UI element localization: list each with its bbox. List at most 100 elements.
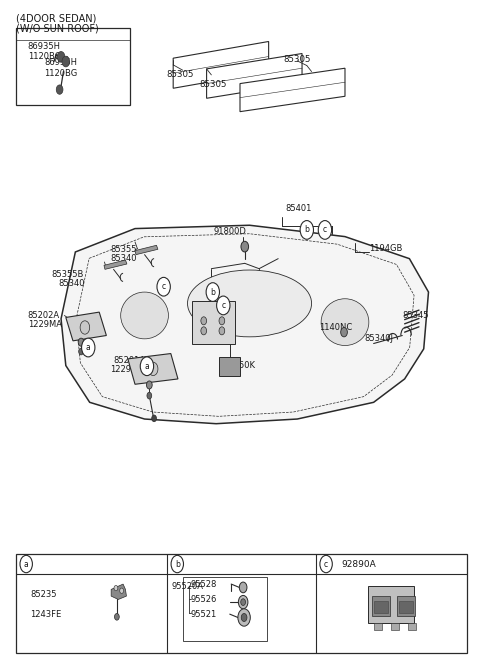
Bar [192,301,235,344]
Text: c: c [323,225,327,234]
Polygon shape [173,42,269,89]
Bar [374,623,382,629]
Text: 95520A: 95520A [171,582,204,590]
Polygon shape [66,312,107,341]
Text: c: c [162,282,166,291]
Bar [368,586,414,623]
Text: 95526: 95526 [191,595,217,604]
Text: c: c [324,560,328,568]
Circle shape [300,221,313,240]
Bar [391,623,399,629]
Text: 1120BG: 1120BG [28,52,61,60]
Text: 85340: 85340 [110,254,137,263]
Polygon shape [135,246,158,255]
Circle shape [241,613,247,621]
Text: a: a [144,362,149,371]
Text: 85401: 85401 [285,204,312,213]
Bar [372,596,390,616]
Text: 1243FE: 1243FE [30,610,61,619]
Circle shape [320,556,332,573]
Circle shape [148,362,158,376]
Circle shape [80,321,90,334]
Text: b: b [210,288,215,297]
Circle shape [219,327,225,335]
Bar [183,578,267,641]
Circle shape [20,556,33,573]
Text: a: a [86,343,91,352]
Text: 85305: 85305 [283,55,311,64]
Text: b: b [175,560,180,568]
Circle shape [140,357,154,376]
Circle shape [146,381,152,389]
Text: 85305: 85305 [166,70,193,79]
Circle shape [318,221,332,240]
Text: 85235: 85235 [30,590,57,599]
Circle shape [341,327,348,337]
Text: 85350K: 85350K [223,361,255,370]
Text: 85345: 85345 [402,311,429,320]
Circle shape [115,613,119,620]
Polygon shape [240,68,345,111]
Bar [16,554,467,653]
Circle shape [147,393,152,399]
Bar [16,28,130,105]
Text: 85355B: 85355B [51,270,84,278]
Text: 91800D: 91800D [214,227,247,236]
Text: 1229MA: 1229MA [28,319,61,329]
Circle shape [114,585,118,590]
Text: 95521: 95521 [191,610,217,619]
Polygon shape [128,354,178,384]
Circle shape [201,317,206,325]
Bar [397,596,415,616]
Circle shape [241,599,246,605]
Bar [218,357,240,376]
Bar [16,28,130,40]
Circle shape [78,338,84,346]
Text: 1194GB: 1194GB [369,244,402,253]
Circle shape [238,609,250,626]
Circle shape [62,56,70,67]
Text: 85340J: 85340J [364,333,393,343]
Circle shape [82,338,95,357]
Text: c: c [221,301,225,310]
Ellipse shape [188,270,312,337]
Ellipse shape [321,299,369,346]
Circle shape [201,327,206,335]
Circle shape [152,415,156,421]
Circle shape [171,556,183,573]
Text: 1229MA: 1229MA [110,365,144,374]
Text: 85305: 85305 [199,81,227,89]
Polygon shape [61,225,429,423]
Circle shape [79,348,84,355]
Circle shape [216,296,230,315]
Text: 92890A: 92890A [342,560,377,568]
Circle shape [157,277,170,296]
Text: 95528: 95528 [191,580,217,589]
Text: 86935H: 86935H [28,42,60,51]
Text: (4DOOR SEDAN): (4DOOR SEDAN) [16,13,96,23]
Text: b: b [304,225,309,234]
Text: (W/O SUN ROOF): (W/O SUN ROOF) [16,23,98,34]
Bar [408,623,416,629]
Circle shape [206,282,219,301]
Circle shape [219,317,225,325]
Text: 1140NC: 1140NC [319,323,352,332]
Bar [374,601,388,613]
Circle shape [241,242,249,252]
Text: 85202A: 85202A [28,311,60,320]
Polygon shape [206,54,302,98]
Polygon shape [111,584,126,599]
Circle shape [57,52,65,62]
Circle shape [240,582,247,592]
Text: 85201A: 85201A [114,356,145,366]
Ellipse shape [120,292,168,339]
Circle shape [56,85,63,94]
Text: 85340: 85340 [59,279,85,288]
Text: 86935H: 86935H [44,58,77,67]
Bar [399,601,413,613]
Circle shape [120,588,123,593]
Text: 1120BG: 1120BG [44,69,78,78]
Circle shape [239,595,248,609]
Text: a: a [24,560,29,568]
Polygon shape [104,260,127,269]
